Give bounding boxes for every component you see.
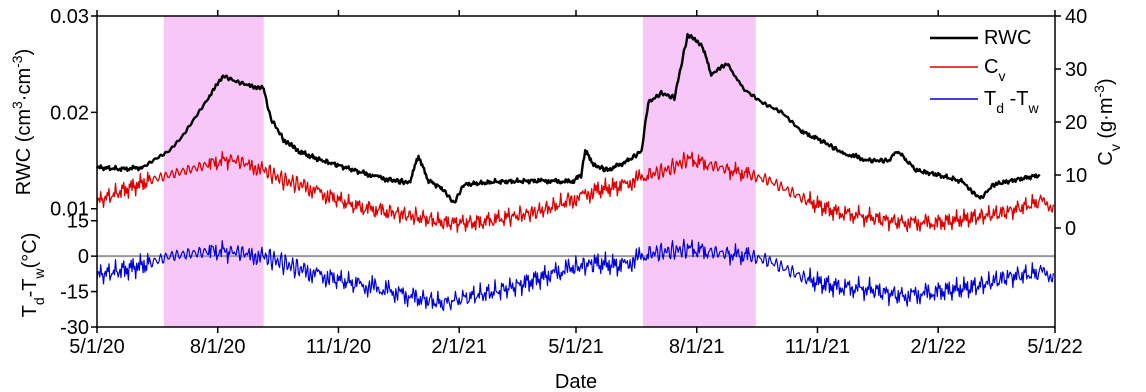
- y-right-tick-label: 0: [1065, 218, 1076, 240]
- x-tick-label: 2/1/22: [910, 336, 966, 358]
- x-tick-label: 8/1/20: [190, 336, 246, 358]
- x-tick-label: 8/1/21: [669, 336, 725, 358]
- y-bottom-title-part: w: [31, 267, 47, 279]
- x-tick-label: 5/1/20: [69, 336, 125, 358]
- y-right-title-part: (g·m: [1095, 98, 1117, 145]
- x-tick-label: 2/1/21: [431, 336, 487, 358]
- y-left-title-part: 3: [9, 101, 25, 109]
- x-axis-title: Date: [555, 371, 597, 392]
- legend-cv-label: Cv: [984, 56, 1005, 84]
- legend-cv-label-part: C: [984, 56, 998, 78]
- y-left-title-part: ·cm: [13, 68, 35, 101]
- y-bottom-title-group: Td-Tw(°C): [19, 233, 47, 318]
- y-left-tick-label: 0.01: [50, 199, 89, 221]
- legend-td-tw-label-part: w: [1027, 100, 1039, 116]
- y-bottom-tick-label: 15: [67, 211, 89, 233]
- legend-td-tw-label-part: -T: [1004, 88, 1028, 110]
- series-td-tw-line: [96, 238, 1055, 312]
- y-right-tick-label: 30: [1065, 59, 1087, 81]
- y-left-title-group: RWC (cm3·cm-3): [9, 49, 35, 196]
- y-right-title-part: -3: [1091, 85, 1107, 98]
- y-bottom-tick-label: -30: [60, 317, 89, 339]
- x-tick-label: 5/1/21: [548, 336, 604, 358]
- y-left-title-part: -3: [9, 55, 25, 68]
- x-tick-label: 5/1/22: [1027, 336, 1083, 358]
- y-left-title-part: RWC (cm: [13, 109, 35, 195]
- legend-td-tw-label: Td -Tw: [984, 88, 1039, 116]
- y-right-title-part: v: [1107, 144, 1123, 151]
- y-left-tick-label: 0.02: [50, 102, 89, 124]
- legend-rwc-label: RWC: [984, 27, 1031, 49]
- y-bottom-title: Td-Tw(°C): [19, 233, 47, 318]
- legend-td-tw-label-part: T: [984, 88, 996, 110]
- legend-rwc-label-part: RWC: [984, 27, 1031, 49]
- y-left-tick-label: 0.03: [50, 6, 89, 28]
- y-right-title-group: Cv (g·m-3): [1091, 78, 1123, 165]
- y-bottom-title-part: T: [19, 305, 41, 317]
- y-right-title-part: C: [1095, 151, 1117, 165]
- shaded-period-1: [163, 16, 264, 327]
- y-bottom-title-part: (°C): [19, 233, 41, 269]
- legend-cv-label-part: v: [998, 68, 1005, 84]
- ticks: 5/1/20 8/1/20 11/1/20 2/1/21 5/1/21 8/1/21 11/…: [50, 6, 1087, 358]
- y-bottom-tick-label: 0: [78, 246, 89, 268]
- series-layer: [95, 32, 1055, 312]
- x-tick-label: 11/1/21: [785, 336, 850, 358]
- y-right-title: Cv (g·m-3): [1091, 78, 1123, 165]
- y-right-tick-label: 40: [1065, 6, 1087, 28]
- x-tick-label: 11/1/20: [306, 336, 371, 358]
- y-left-title: RWC (cm3·cm-3): [9, 49, 35, 196]
- y-bottom-title-part: -T: [19, 278, 41, 297]
- y-right-tick-label: 20: [1065, 112, 1087, 134]
- y-left-title-part: ): [13, 49, 35, 56]
- series-rwc-line: [95, 32, 1041, 204]
- legend-td-tw-label-part: d: [996, 100, 1004, 116]
- series-cv-line: [96, 151, 1055, 233]
- y-right-title-part: ): [1095, 78, 1117, 85]
- y-bottom-tick-label: -15: [60, 282, 89, 304]
- y-bottom-title-part: d: [31, 297, 47, 305]
- y-right-tick-label: 10: [1065, 165, 1087, 187]
